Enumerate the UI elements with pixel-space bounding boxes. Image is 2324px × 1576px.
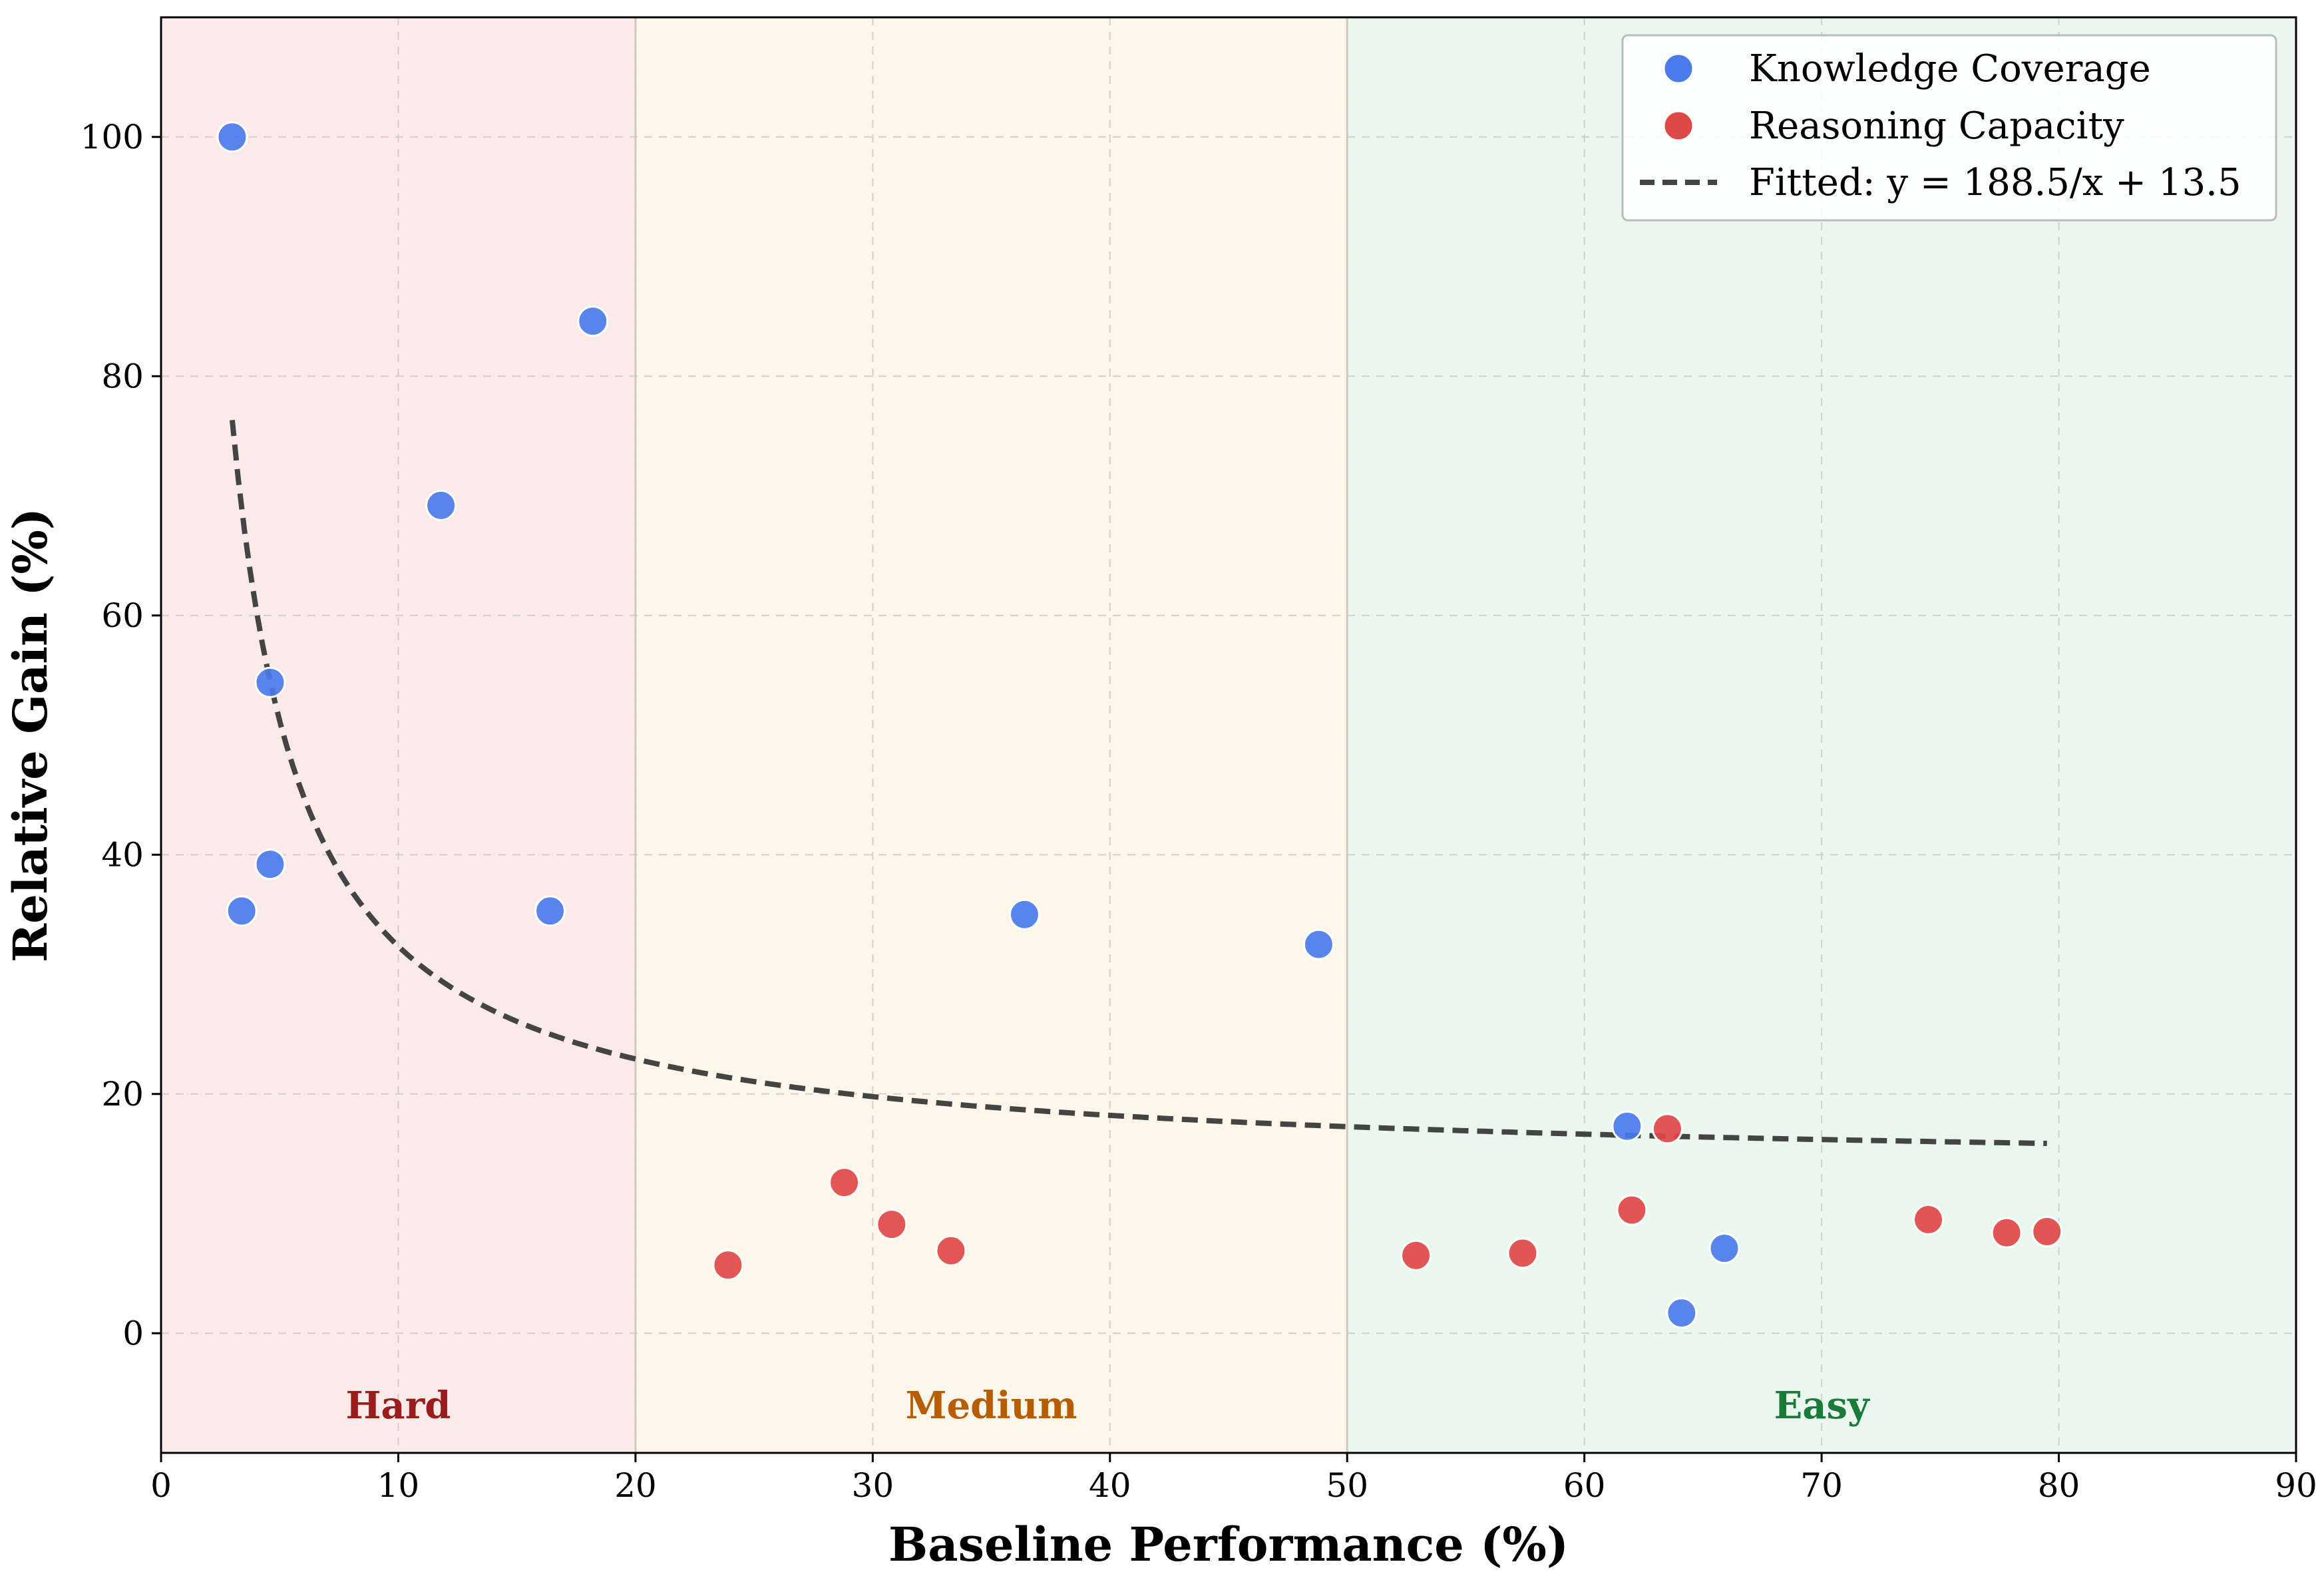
legend-label-reasoning-capacity: Reasoning Capacity (1749, 104, 2124, 148)
legend-label-fit: Fitted: y = 188.5/x + 13.5 (1749, 161, 2241, 204)
reasoning-capacity-point (2031, 1215, 2063, 1247)
reasoning-capacity-point (1991, 1217, 2023, 1249)
y-tick-label: 20 (101, 1075, 144, 1113)
reasoning-capacity-point (1507, 1237, 1539, 1269)
legend-label-knowledge-coverage: Knowledge Coverage (1749, 47, 2151, 91)
fit-curve-layer (229, 419, 2047, 1146)
knowledge-coverage-point (1008, 898, 1040, 930)
reasoning-capacity-point (1913, 1203, 1945, 1235)
reasoning-capacity-point (1651, 1113, 1683, 1145)
x-tick-label: 10 (377, 1466, 420, 1505)
reasoning-capacity-point (829, 1167, 861, 1199)
x-tick-label: 0 (150, 1466, 172, 1505)
x-tick-label: 40 (1089, 1466, 1131, 1505)
knowledge-coverage-point (226, 895, 258, 927)
legend-marker-reasoning-capacity (1662, 110, 1694, 142)
region-label-hard: Hard (346, 1384, 451, 1428)
x-tick-label: 70 (1800, 1466, 1843, 1505)
knowledge-coverage-point (1666, 1297, 1698, 1329)
x-tick-label: 50 (1326, 1466, 1368, 1505)
reasoning-capacity-point (935, 1235, 967, 1267)
grid (161, 17, 2296, 1453)
region-label-medium: Medium (906, 1384, 1077, 1428)
knowledge-coverage-point (216, 121, 248, 153)
knowledge-coverage-point (254, 666, 286, 698)
x-axis-title: Baseline Performance (%) (888, 1517, 1569, 1572)
knowledge-coverage-point (577, 305, 609, 337)
knowledge-coverage-point (1708, 1233, 1740, 1265)
difficulty-regions (161, 17, 2296, 1453)
reasoning-capacity-point (712, 1249, 744, 1281)
y-tick-label: 100 (81, 118, 144, 156)
y-tick-label: 80 (101, 357, 144, 395)
knowledge-coverage-point (425, 489, 457, 521)
x-tick-label: 60 (1563, 1466, 1606, 1505)
fit-curve (229, 419, 2047, 1146)
y-tick-label: 40 (101, 835, 144, 874)
x-tick-label: 90 (2275, 1466, 2317, 1505)
legend: Knowledge Coverage Reasoning Capacity Fi… (1621, 34, 2277, 222)
knowledge-coverage-point (254, 849, 286, 881)
reasoning-capacity-point (1400, 1239, 1432, 1271)
x-tick-label: 30 (852, 1466, 894, 1505)
knowledge-coverage-point (1302, 928, 1334, 960)
y-tick-label: 60 (101, 596, 144, 635)
data-points (216, 121, 2063, 1329)
y-axis-title: Relative Gain (%) (3, 508, 58, 962)
y-tick-label: 0 (122, 1314, 144, 1352)
region-labels: Hard Medium Easy (346, 1384, 1871, 1428)
axis-ticks: 0 10 20 30 40 50 60 70 80 90 0 20 40 60 80 100 (81, 118, 2317, 1505)
reasoning-capacity-point (876, 1209, 908, 1241)
knowledge-coverage-point (1611, 1110, 1643, 1142)
plot-frame (160, 16, 2297, 1454)
region-medium (635, 17, 1348, 1453)
x-tick-label: 20 (614, 1466, 657, 1505)
region-label-easy: Easy (1774, 1384, 1870, 1428)
reasoning-capacity-point (1616, 1194, 1648, 1226)
knowledge-coverage-point (534, 895, 566, 927)
x-tick-label: 80 (2038, 1466, 2080, 1505)
legend-box (1621, 34, 2277, 222)
legend-marker-knowledge-coverage (1662, 53, 1694, 85)
